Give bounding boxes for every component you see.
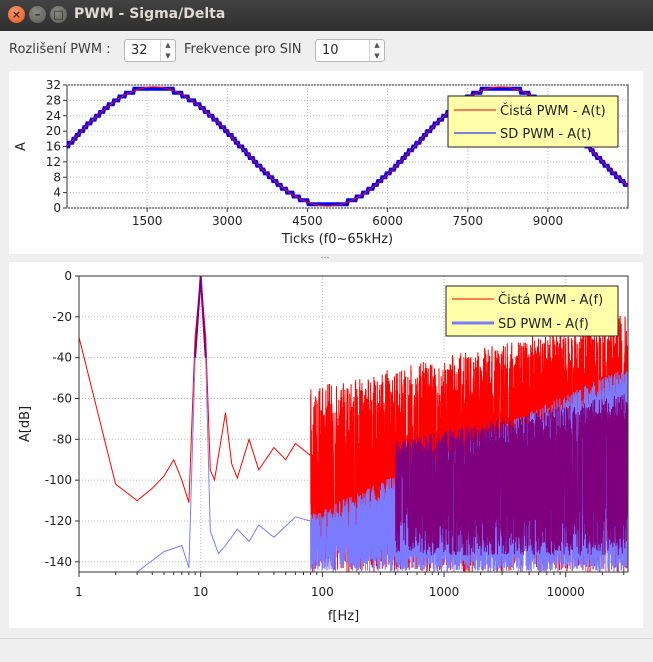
x-tick-label: 1 bbox=[75, 585, 83, 599]
x-axis-label: Ticks (f0~65kHz) bbox=[281, 232, 393, 247]
x-tick-label: 10 bbox=[193, 585, 208, 599]
minimize-button[interactable]: – bbox=[29, 6, 46, 23]
y-tick-label: 24 bbox=[46, 109, 61, 123]
sin-frequency-down-icon[interactable]: ▼ bbox=[374, 52, 380, 60]
y-tick-label: -20 bbox=[52, 310, 72, 324]
y-tick-label: -120 bbox=[45, 514, 72, 528]
y-axis-label: A bbox=[14, 142, 29, 151]
minimize-icon: – bbox=[34, 8, 41, 21]
y-tick-label: 16 bbox=[46, 140, 61, 154]
title-bar: × – □ PWM - Sigma/Delta bbox=[0, 0, 653, 31]
sin-frequency-spinbox[interactable]: 10 ▲ ▼ bbox=[315, 39, 385, 62]
y-tick-label: -40 bbox=[52, 351, 72, 365]
x-tick-label: 4500 bbox=[292, 214, 323, 228]
frequency-spectrum-plot[interactable]: 1 10 100 1000 10000 0 -20 -40 -60 -80 -100 -120 -140… bbox=[9, 262, 643, 628]
legend-label: Čistá PWM - A(f) bbox=[498, 292, 603, 308]
y-tick-label: 8 bbox=[53, 170, 61, 184]
y-tick-label: -80 bbox=[52, 432, 72, 446]
y-tick-label: 0 bbox=[53, 201, 61, 215]
legend-label: SD PWM - A(t) bbox=[500, 127, 591, 142]
x-tick-label: 100 bbox=[311, 585, 334, 599]
y-tick-label: -140 bbox=[45, 555, 72, 569]
plot-frame bbox=[78, 275, 629, 573]
maximize-button[interactable]: □ bbox=[50, 6, 67, 23]
x-tick-label: 3000 bbox=[212, 214, 243, 228]
series-group bbox=[79, 276, 628, 572]
pwm-resolution-value[interactable]: 32 bbox=[131, 43, 148, 58]
x-tick-label: 6000 bbox=[372, 214, 403, 228]
sin-frequency-value[interactable]: 10 bbox=[322, 43, 339, 58]
series-sd-pwm-spectrum bbox=[136, 276, 628, 572]
legend-label: SD PWM - A(f) bbox=[498, 317, 589, 332]
sin-frequency-label: Frekvence pro SIN bbox=[184, 42, 302, 57]
y-tick-label: 28 bbox=[46, 93, 61, 107]
y-tick-label: -60 bbox=[52, 391, 72, 405]
y-tick-label: 0 bbox=[64, 269, 72, 283]
pwm-resolution-arrows: ▲ ▼ bbox=[160, 40, 175, 61]
legend-label: Čistá PWM - A(t) bbox=[500, 103, 606, 119]
pwm-resolution-down-icon[interactable]: ▼ bbox=[165, 52, 171, 60]
sin-frequency-arrows: ▲ ▼ bbox=[369, 40, 384, 61]
window-title: PWM - Sigma/Delta bbox=[74, 6, 226, 22]
y-tick-label: 32 bbox=[46, 78, 61, 92]
x-tick-label: 10000 bbox=[547, 585, 585, 599]
time-plot-panel: 1500 3000 4500 6000 7500 9000 0 4 8 12 16 20 24 28 32 T… bbox=[9, 71, 643, 254]
controls-bar: Rozlišení PWM : 32 ▲ ▼ Frekvence pro SIN… bbox=[0, 36, 653, 66]
x-axis-label: f[Hz] bbox=[328, 609, 359, 624]
status-bar bbox=[0, 638, 653, 662]
sin-frequency-up-icon[interactable]: ▲ bbox=[374, 41, 380, 49]
x-tick-label: 1500 bbox=[132, 214, 163, 228]
y-tick-label: -100 bbox=[45, 473, 72, 487]
x-tick-label: 9000 bbox=[533, 214, 564, 228]
x-tick-label: 1000 bbox=[429, 585, 460, 599]
close-icon: × bbox=[11, 8, 22, 21]
pwm-resolution-spinbox[interactable]: 32 ▲ ▼ bbox=[124, 39, 176, 62]
series-overlap-peak bbox=[194, 276, 207, 358]
legend-box bbox=[445, 285, 619, 337]
close-button[interactable]: × bbox=[8, 6, 25, 23]
maximize-icon: □ bbox=[53, 8, 64, 21]
splitter-handle[interactable] bbox=[320, 256, 330, 259]
x-tick-label: 7500 bbox=[452, 214, 483, 228]
y-axis-label: A[dB] bbox=[18, 406, 33, 442]
spectrum-plot-panel: 1 10 100 1000 10000 0 -20 -40 -60 -80 -100 -120 -140… bbox=[9, 262, 643, 628]
y-tick-label: 12 bbox=[46, 155, 61, 169]
y-tick-label: 4 bbox=[53, 186, 61, 200]
y-tick-label: 20 bbox=[46, 124, 61, 138]
pwm-resolution-up-icon[interactable]: ▲ bbox=[165, 41, 171, 49]
series-overlap bbox=[395, 394, 628, 556]
pwm-resolution-label: Rozlišení PWM : bbox=[9, 42, 111, 57]
legend-box bbox=[447, 95, 619, 148]
